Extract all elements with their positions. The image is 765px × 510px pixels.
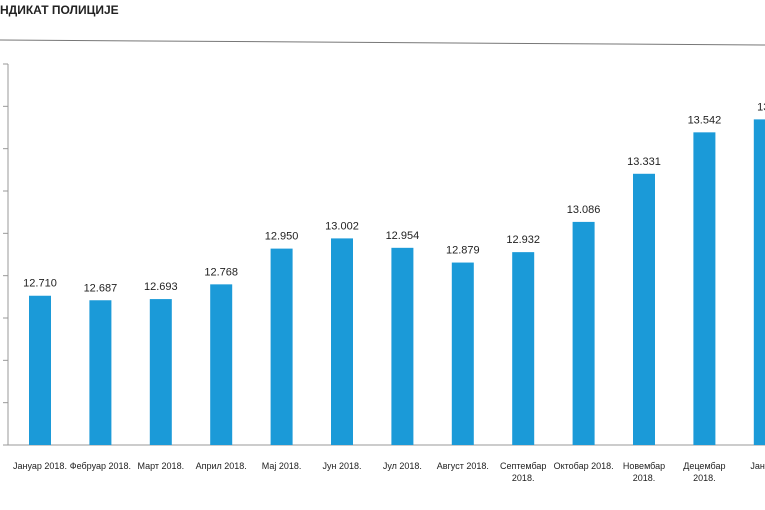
bar bbox=[331, 238, 353, 445]
bar bbox=[512, 252, 535, 445]
bar bbox=[451, 262, 474, 445]
x-tick-label: Децембар 2018. bbox=[683, 461, 726, 483]
value-label: 13.331 bbox=[627, 156, 661, 168]
x-tick-label: Јул 2018. bbox=[382, 461, 422, 471]
x-tick-label: Април 2018. bbox=[195, 461, 247, 471]
bar bbox=[89, 300, 112, 445]
value-label: 12.693 bbox=[144, 281, 178, 293]
x-tick-label: Октобар 2018. bbox=[553, 461, 614, 471]
bar bbox=[633, 173, 655, 445]
bar bbox=[29, 295, 51, 445]
value-label: 12.710 bbox=[23, 278, 57, 290]
x-tick-label: Мај 2018. bbox=[261, 461, 302, 471]
x-tick-label: Септембар 2018. bbox=[499, 461, 547, 483]
value-label: 12.879 bbox=[446, 245, 480, 257]
bar bbox=[693, 132, 716, 445]
bar bbox=[270, 248, 293, 445]
bar bbox=[149, 299, 172, 445]
x-tick-label: Јун 2018. bbox=[322, 461, 362, 471]
value-label: 13.542 bbox=[688, 114, 722, 126]
bar bbox=[210, 284, 233, 445]
x-tick-label: Јануар 2018. bbox=[13, 461, 67, 471]
x-tick-label: Јануар bbox=[750, 461, 765, 471]
value-label: 12.687 bbox=[84, 282, 118, 294]
title-rule bbox=[0, 39, 765, 46]
value-label: 13.002 bbox=[325, 220, 359, 232]
value-label: 12.768 bbox=[204, 266, 238, 278]
value-label: 13.086 bbox=[567, 204, 601, 216]
x-tick-label: Август 2018. bbox=[436, 461, 489, 471]
value-label: 12.950 bbox=[265, 231, 299, 243]
value-label: 13. bbox=[757, 101, 765, 113]
value-label: 12.954 bbox=[386, 230, 420, 242]
bar bbox=[391, 247, 414, 445]
x-tick-label: Новембар 2018. bbox=[622, 461, 666, 483]
bar bbox=[753, 119, 765, 445]
x-tick-label: Фебруар 2018. bbox=[69, 461, 132, 471]
chart-title: НДИКАТ ПОЛИЦИЈЕ bbox=[0, 3, 119, 17]
x-tick-label: Март 2018. bbox=[137, 461, 185, 471]
value-label: 12.932 bbox=[506, 234, 540, 246]
bar bbox=[572, 221, 595, 445]
